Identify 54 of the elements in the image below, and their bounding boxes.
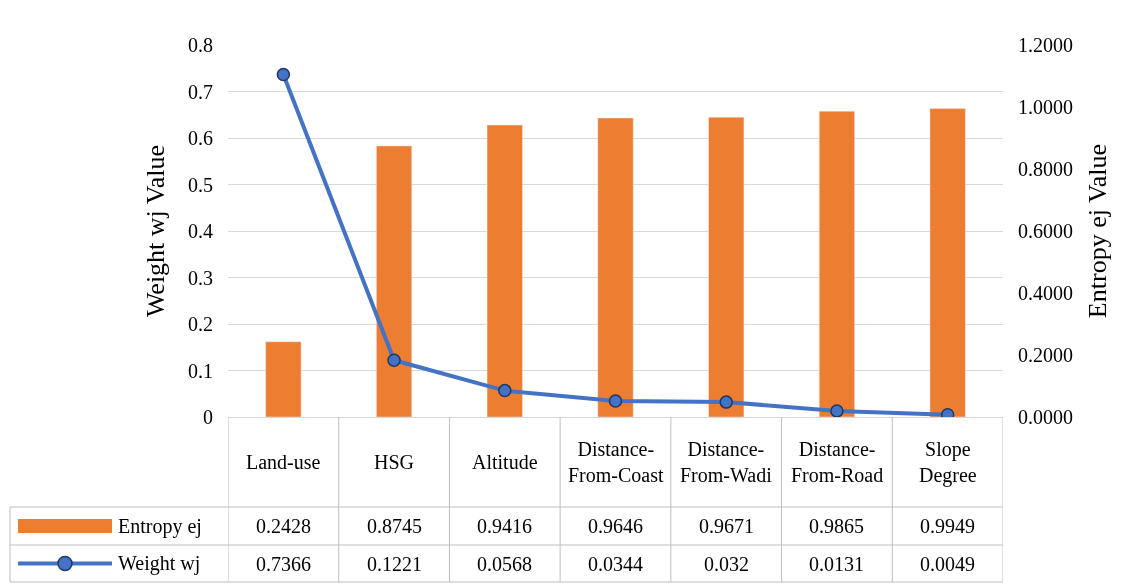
y2-tick-label: 1.0000	[1018, 96, 1073, 118]
x-tick-label: Distance-From-Road	[791, 438, 884, 486]
point	[387, 353, 401, 367]
legend-label: Entropy ej	[118, 515, 202, 538]
y-tick-label: 0.2	[188, 313, 213, 335]
x-tick-label: Altitude	[472, 451, 538, 473]
x-tick-label: Land-use	[246, 451, 321, 473]
x-tick-label: Distance-From-Coast	[568, 438, 664, 486]
data-label: 0.2428	[256, 515, 311, 537]
bar	[597, 117, 634, 417]
data-label: 0.032	[704, 553, 749, 575]
bar	[818, 110, 855, 417]
y2-tick-label: 0.4000	[1018, 282, 1073, 304]
y2-tick-label: 0.8000	[1018, 158, 1073, 180]
data-label: 0.1221	[367, 553, 422, 575]
point	[498, 383, 512, 398]
y2-axis-title: Entropy ej Value	[1082, 143, 1112, 319]
y-tick-label: 0.6	[188, 127, 213, 149]
y2-tick-label: 1.2000	[1018, 34, 1073, 56]
bar	[929, 108, 966, 417]
point	[276, 67, 291, 82]
data-label: 0.0344	[588, 553, 643, 575]
y-tick-label: 0.4	[188, 220, 213, 242]
point	[608, 394, 623, 408]
y-tick-label: 0.7	[188, 80, 213, 103]
y2-tick-label: 0.2000	[1018, 344, 1073, 366]
bar	[376, 145, 413, 417]
data-label: 0.9865	[809, 515, 864, 537]
y-tick-label: 0.1	[188, 359, 213, 382]
data-label: 0.9646	[588, 515, 643, 537]
data-label: 0.9949	[920, 515, 975, 537]
x-tick-label: HSG	[374, 451, 415, 473]
data-label: 0.9671	[699, 515, 754, 537]
y2-tick-label: 0.6000	[1018, 220, 1073, 242]
data-label: 0.0049	[920, 553, 975, 575]
bar	[708, 116, 745, 417]
x-tick-label: Slope Degree	[919, 438, 977, 487]
data-label: 0.9416	[477, 515, 532, 537]
y-axis-title: Weight wj Value	[141, 144, 171, 318]
bar	[265, 341, 302, 417]
y2-tick-label: 0.0000	[1018, 406, 1073, 428]
data-label: 0.8745	[367, 515, 422, 537]
x-tick-label: Distance-From-Wadi	[680, 438, 773, 486]
data-label: 0.0568	[477, 553, 532, 575]
y-tick-label: 0	[203, 406, 213, 428]
data-label: 0.7366	[256, 553, 311, 575]
point	[719, 395, 733, 409]
y-tick-label: 0.5	[188, 173, 213, 196]
data-label: 0.0131	[809, 553, 864, 575]
y-tick-label: 0.3	[188, 266, 213, 289]
bar	[486, 124, 523, 417]
legend-label: Weight wj	[118, 552, 201, 575]
y-tick-label: 0.8	[188, 34, 213, 56]
point	[830, 404, 844, 417]
